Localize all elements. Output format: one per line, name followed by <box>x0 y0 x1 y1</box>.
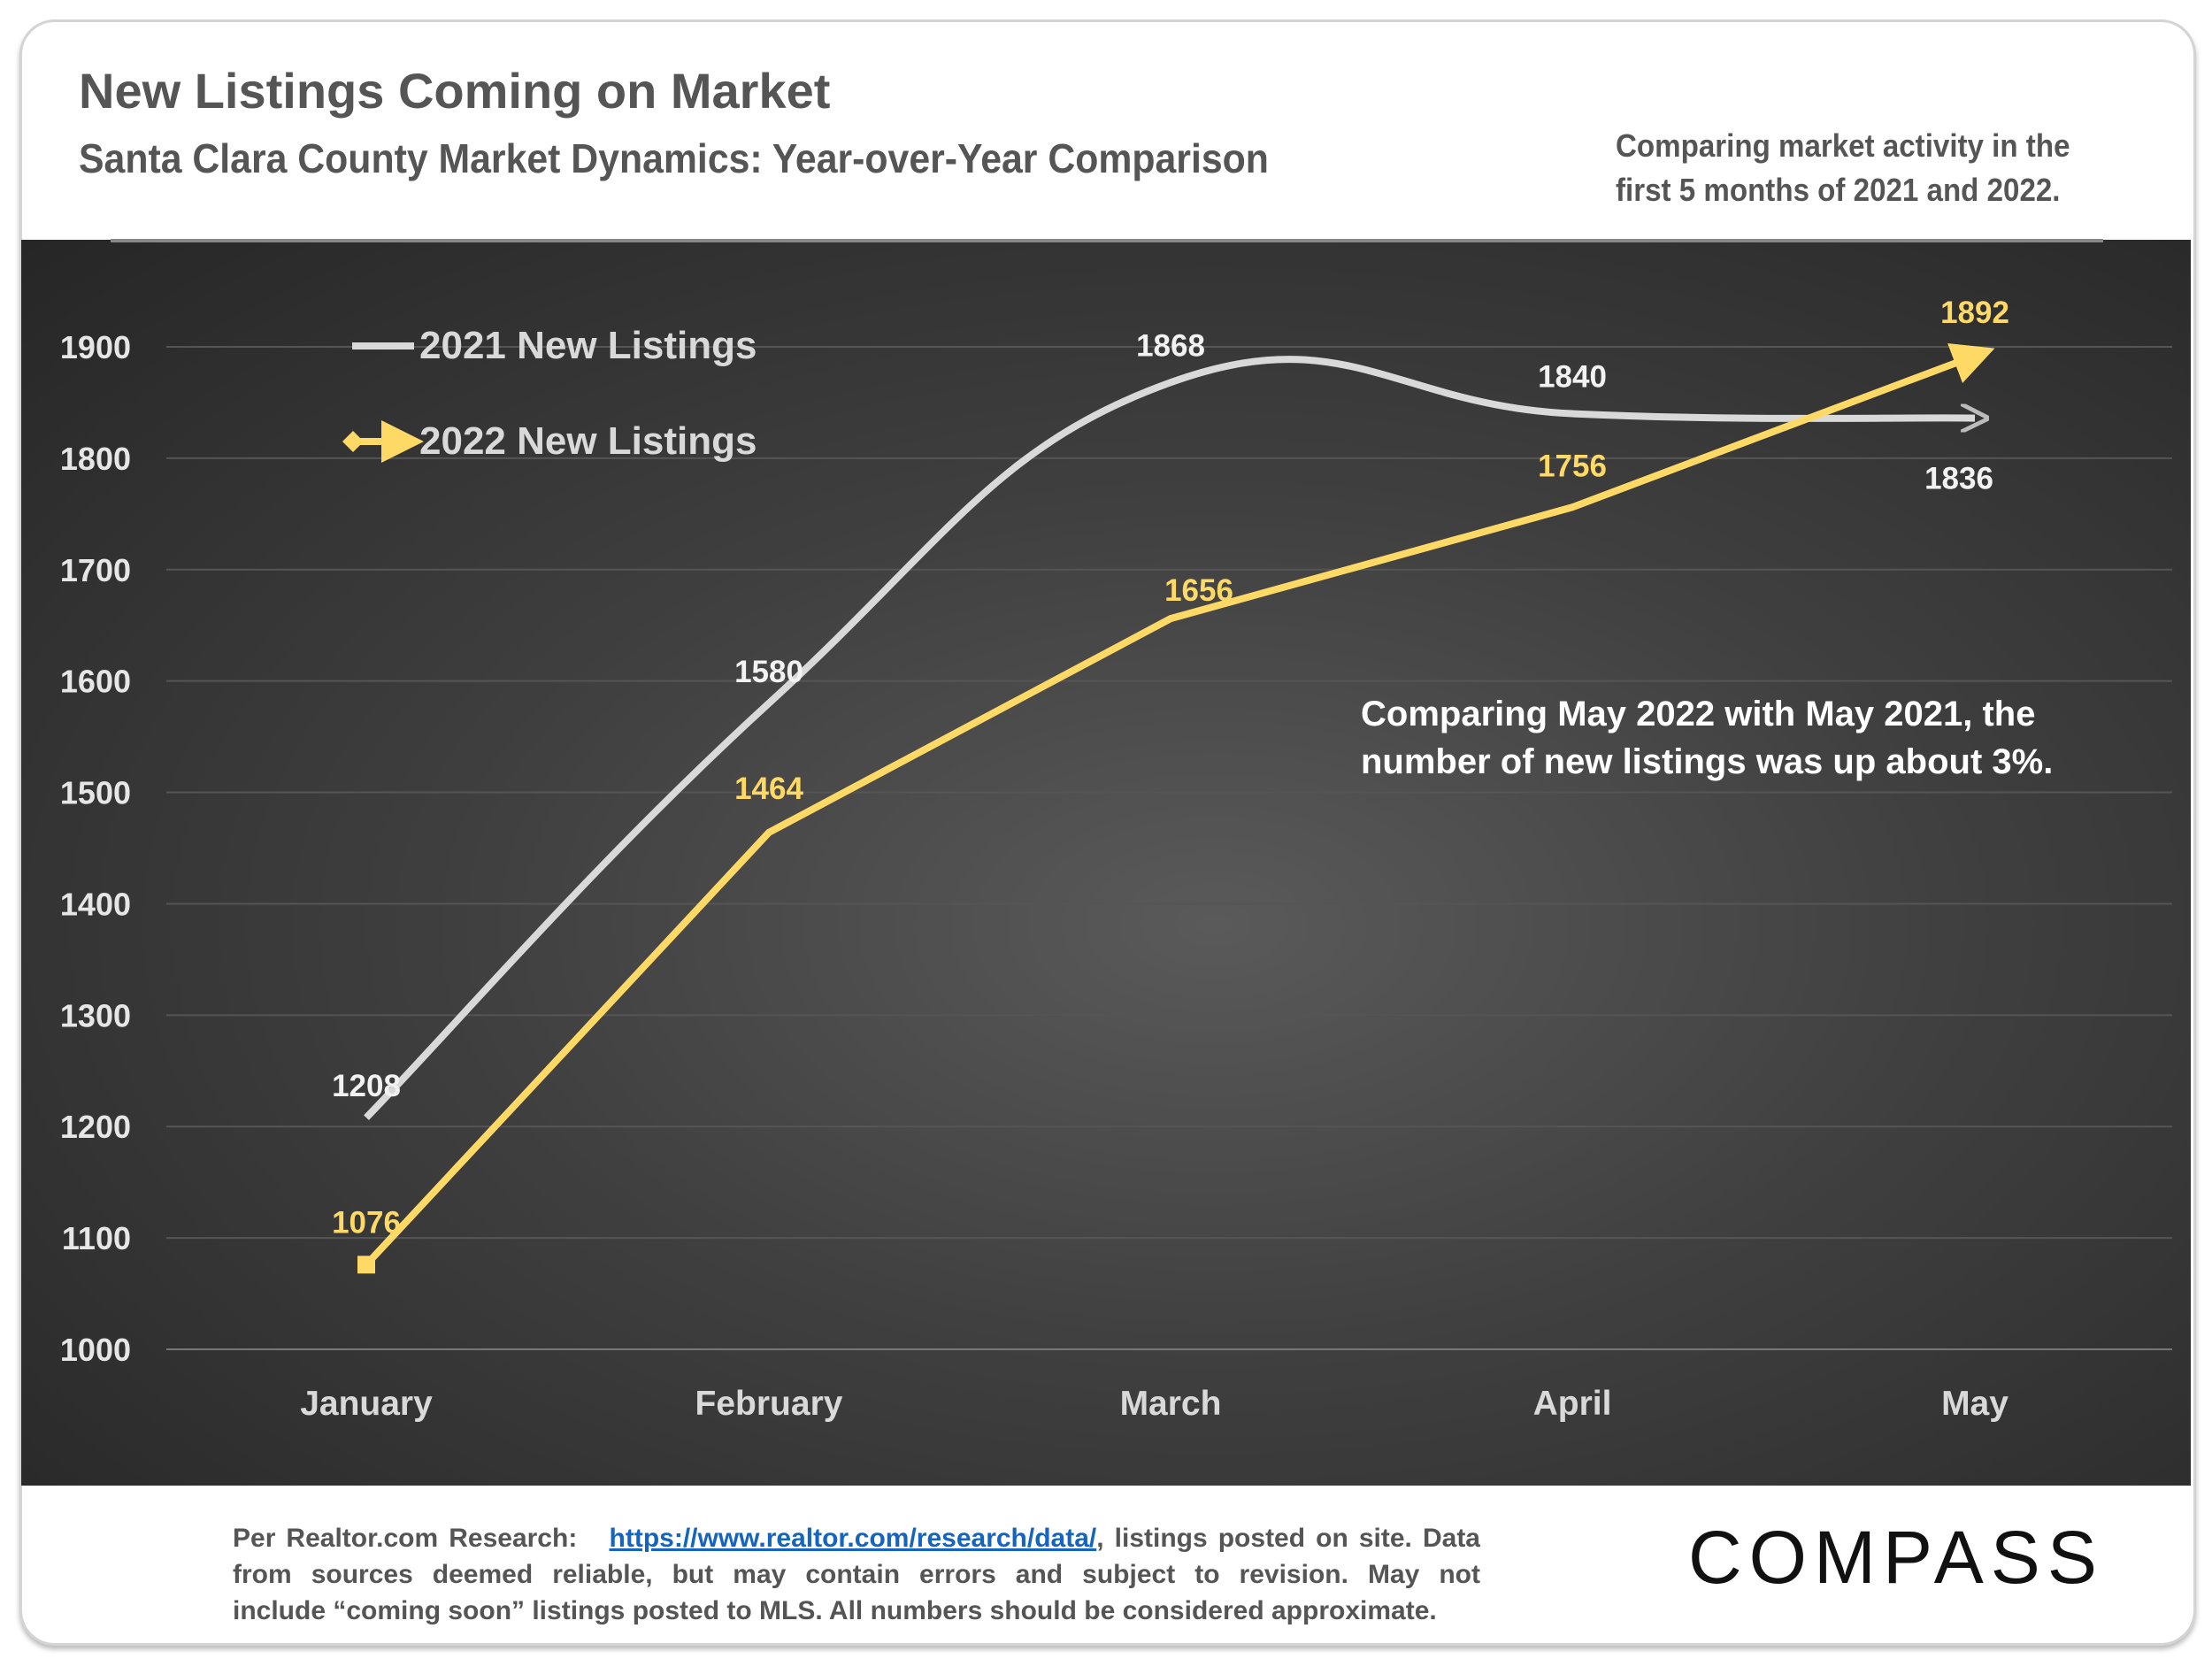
data-label-2021: 1868 <box>1136 328 1205 363</box>
legend-2022-label: 2022 New Listings <box>419 419 757 463</box>
compass-logo: COMPASS <box>1688 1516 2104 1599</box>
y-tick-label: 1400 <box>60 886 131 922</box>
footer-line2: Data from sources deemed reliable, but m… <box>233 1524 1480 1589</box>
legend-2022-diamond-icon <box>342 431 364 452</box>
source-link[interactable]: https://www.realtor.com/research/data/ <box>609 1524 1097 1553</box>
header-note: Comparing market activity in the first 5… <box>1616 124 2070 212</box>
series-2022-line <box>364 343 1995 1268</box>
footer-line1-suffix: , listings posted on site. <box>1096 1524 1412 1553</box>
page-title: New Listings Coming on Market <box>79 63 831 119</box>
y-tick-label: 1500 <box>60 775 131 811</box>
data-label-2022: 1076 <box>332 1205 401 1240</box>
legend-2021-label: 2021 New Listings <box>419 324 757 367</box>
divider <box>111 239 2103 242</box>
footer-prefix: Per Realtor.com Research: <box>233 1524 578 1553</box>
data-label-2021: 1580 <box>734 655 803 689</box>
footer-line3: include “coming soon” listings posted to… <box>233 1596 1437 1625</box>
note-line-2: first 5 months of 2021 and 2022. <box>1616 172 2061 208</box>
y-tick-label: 1200 <box>60 1109 131 1145</box>
x-tick-label: March <box>1120 1385 1222 1423</box>
y-tick-label: 1700 <box>60 552 131 588</box>
source-footer: Per Realtor.com Research: https://www.re… <box>233 1520 1480 1629</box>
x-tick-label: May <box>1941 1385 2008 1423</box>
x-tick-label: April <box>1533 1385 1612 1423</box>
series-2021-line <box>364 356 1975 1120</box>
x-tick-label: February <box>695 1385 843 1423</box>
y-tick-label: 1800 <box>60 441 131 477</box>
data-label-2021: 1840 <box>1538 360 1607 395</box>
annotation-line-1: Comparing May 2022 with May 2021, the <box>1361 695 2035 733</box>
data-label-2021: 1208 <box>332 1069 401 1103</box>
annotation-line-2: number of new listings was up about 3%. <box>1361 742 2053 781</box>
x-tick-label: January <box>300 1385 433 1423</box>
data-label-2022: 1756 <box>1538 449 1607 483</box>
data-label-2022: 1892 <box>1940 296 2009 330</box>
y-tick-label: 1600 <box>60 664 131 700</box>
page-subtitle: Santa Clara County Market Dynamics: Year… <box>79 135 1269 181</box>
y-tick-label: 1300 <box>60 997 131 1033</box>
data-label-2021: 1836 <box>1924 462 1993 496</box>
y-tick-label: 1900 <box>60 329 131 365</box>
series-2022-start-marker <box>357 1256 375 1274</box>
y-tick-label: 1100 <box>62 1220 131 1256</box>
note-line-1: Comparing market activity in the <box>1616 127 2070 164</box>
data-label-2022: 1464 <box>734 772 803 806</box>
y-tick-label: 1000 <box>60 1332 131 1368</box>
data-label-2022: 1656 <box>1164 573 1233 608</box>
